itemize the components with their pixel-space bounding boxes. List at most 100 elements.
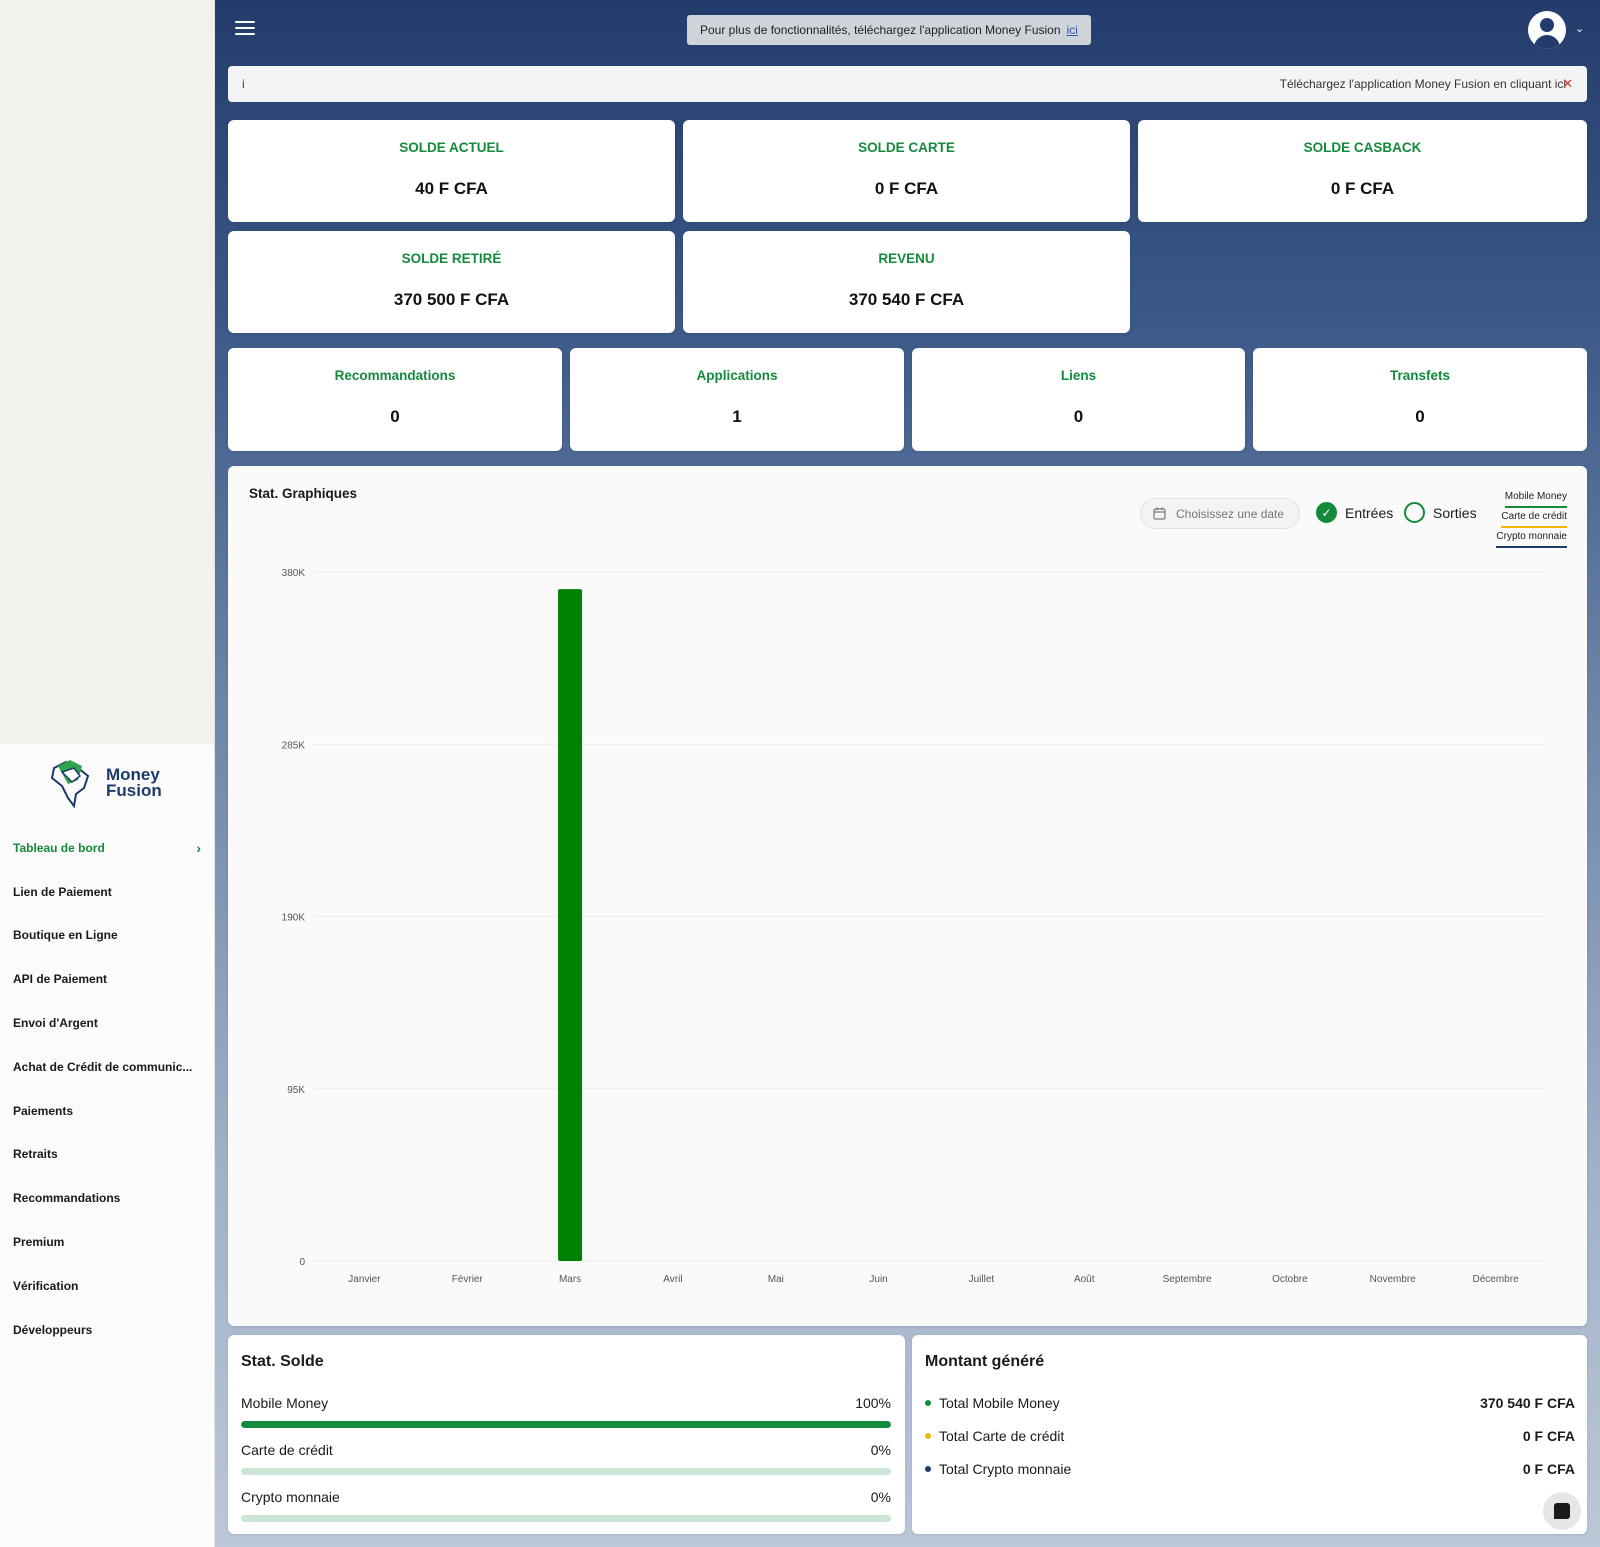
sidebar-item-label: Développeurs [13,1322,93,1337]
card-title: Transfets [1389,368,1451,383]
amount-row-mobile-money: Total Mobile Money 370 540 F CFA [925,1395,1575,1411]
card-title: SOLDE CASBACK [1303,140,1422,155]
hamburger-icon[interactable] [235,18,255,38]
x-tick-label: Décembre [1473,1274,1520,1285]
money-fusion-logo[interactable]: Money Fusion [48,756,178,810]
stat-solde-title: Stat. Solde [241,1353,324,1370]
x-tick-label: Novembre [1370,1274,1417,1285]
sidebar-item-label: Lien de Paiement [13,884,112,899]
x-tick-label: Octobre [1272,1274,1308,1285]
radio-sorties-label: Sorties [1433,504,1477,521]
card-value: 0 F CFA [1330,179,1395,198]
balance-card-solde-carte: SOLDE CARTE 0 F CFA [683,120,1130,222]
chart-card: 0 95K 190K 285K 380K Janvier Février Mars Avril M… [228,466,1587,1326]
date-picker[interactable]: Choisissez une date [1140,498,1300,529]
legend-crypto-monnaie[interactable]: Crypto monnaie [1496,528,1567,548]
balance-card-solde-retire: SOLDE RETIRÉ 370 500 F CFA [228,231,675,333]
date-picker-placeholder: Choisissez une date [1176,506,1285,521]
card-value: 0 [1073,407,1084,426]
y-tick-label: 285K [282,740,306,751]
radio-empty-icon [1404,502,1425,523]
stat-label: Carte de crédit [241,1442,333,1458]
sidebar-item-verification[interactable]: Vérification [0,1264,214,1308]
bar [558,589,583,1261]
stat-row-crypto-monnaie: Crypto monnaie 0% [241,1489,891,1522]
user-avatar-icon[interactable] [1528,11,1566,49]
sidebar-item-label: Envoi d'Argent [13,1016,98,1031]
stat-row-carte-de-credit: Carte de crédit 0% [241,1442,891,1475]
x-tick-label: Mai [768,1274,784,1285]
bullet-dot-icon [925,1433,931,1439]
amount-label: Total Carte de crédit [939,1428,1065,1444]
card-value: 370 500 F CFA [393,290,510,309]
sidebar-item-recommandations[interactable]: Recommandations [0,1176,214,1220]
progress-bar [241,1421,891,1428]
counter-card-recommandations: Recommandations 0 [228,348,562,451]
top-bar: Pour plus de fonctionnalités, télécharge… [215,0,1600,60]
radio-entrees[interactable]: ✓ Entrées [1316,502,1393,523]
sidebar-item-retraits[interactable]: Retraits [0,1133,214,1177]
sidebar-item-envoi-d-argent[interactable]: Envoi d'Argent [0,1001,214,1045]
card-title: SOLDE ACTUEL [399,140,504,155]
sidebar-item-label: Achat de Crédit de communic... [13,1059,193,1074]
chart-legend: Mobile Money Carte de crédit Crypto monn… [1496,488,1567,548]
amount-row-crypto-monnaie: Total Crypto monnaie 0 F CFA [925,1461,1575,1477]
stat-percent: 0% [870,1442,891,1458]
card-value: 370 540 F CFA [848,290,965,309]
stat-solde-card: Stat. Solde Mobile Money 100% Carte de cr… [228,1335,905,1534]
bullet-dot-icon [925,1400,931,1406]
card-value: 0 F CFA [874,179,939,198]
legend-carte-de-credit[interactable]: Carte de crédit [1496,508,1567,528]
y-tick-label: 380K [282,568,306,579]
info-bar-text[interactable]: Téléchargez l'application Money Fusion e… [1279,77,1567,91]
sidebar: Money Fusion Tableau de bord › Lien de P… [0,0,215,1547]
promo-text: Pour plus de fonctionnalités, télécharge… [700,23,1061,37]
card-title: SOLDE RETIRÉ [401,251,502,266]
chart-title: Stat. Graphiques [249,486,358,501]
main-content: Pour plus de fonctionnalités, télécharge… [215,0,1600,1547]
sidebar-item-boutique-en-ligne[interactable]: Boutique en Ligne [0,914,214,958]
sidebar-item-achat-de-credit[interactable]: Achat de Crédit de communic... [0,1045,214,1089]
card-value: 1 [732,407,742,426]
sidebar-item-label: Vérification [13,1278,79,1293]
x-tick-label: Avril [663,1274,682,1285]
sidebar-item-paiements[interactable]: Paiements [0,1089,214,1133]
check-icon: ✓ [1316,502,1337,523]
sidebar-nav: Tableau de bord › Lien de Paiement Bouti… [0,826,214,1352]
sidebar-item-label: Tableau de bord [13,840,105,855]
card-title: REVENU [878,251,935,266]
progress-bar [241,1468,891,1475]
amount-row-carte-de-credit: Total Carte de crédit 0 F CFA [925,1428,1575,1444]
chevron-down-icon[interactable]: ⌄ [1575,23,1585,35]
legend-mobile-money[interactable]: Mobile Money [1496,488,1567,508]
sidebar-item-tableau-de-bord[interactable]: Tableau de bord › [0,826,214,870]
x-tick-label: Janvier [348,1274,381,1285]
x-tick-label: Août [1074,1274,1095,1285]
stat-percent: 0% [870,1489,891,1505]
info-icon: i [242,77,245,91]
stat-percent: 100% [855,1395,891,1411]
promo-banner: Pour plus de fonctionnalités, télécharge… [687,15,1091,45]
logo-icon [50,760,90,808]
progress-fill [241,1421,891,1428]
sidebar-item-developpeurs[interactable]: Développeurs [0,1308,214,1352]
balance-card-solde-casback: SOLDE CASBACK 0 F CFA [1138,120,1587,222]
info-bar: i Téléchargez l'application Money Fusion… [228,66,1587,102]
card-value: 0 [390,407,400,426]
close-icon[interactable]: ✕ [1562,76,1573,91]
bullet-dot-icon [925,1466,931,1472]
counter-card-applications: Applications 1 [570,348,904,451]
counter-card-transfets: Transfets 0 [1253,348,1587,451]
amount-label: Total Crypto monnaie [939,1461,1072,1477]
logo-text-line1: Money [106,765,160,784]
promo-link[interactable]: ici [1066,23,1078,37]
radio-sorties[interactable]: Sorties [1404,502,1477,523]
amount-label: Total Mobile Money [939,1395,1060,1411]
sidebar-item-lien-de-paiement[interactable]: Lien de Paiement [0,870,214,914]
sidebar-item-premium[interactable]: Premium [0,1220,214,1264]
chat-support-icon[interactable] [1543,1492,1581,1530]
montant-title: Montant généré [925,1353,1045,1370]
bar-chart: 0 95K 190K 285K 380K Janvier Février Mars Avril M… [282,568,1547,1285]
sidebar-item-api-de-paiement[interactable]: API de Paiement [0,957,214,1001]
y-tick-label: 95K [287,1085,305,1096]
